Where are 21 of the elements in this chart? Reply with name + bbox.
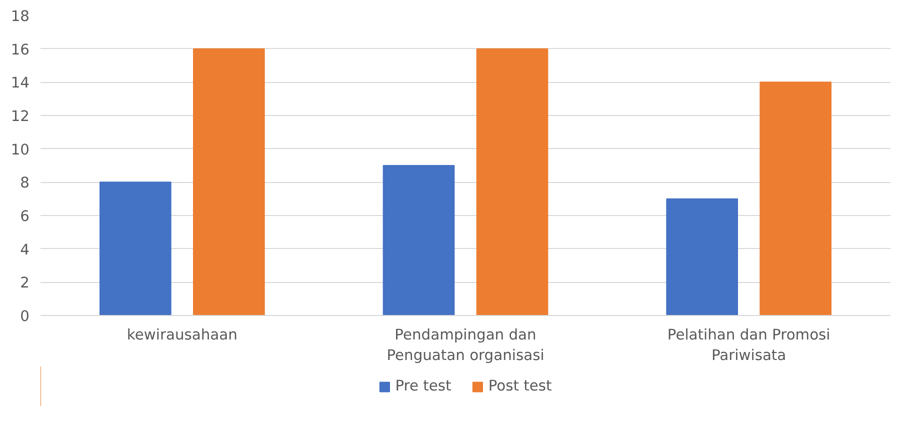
- y-tick-label: 12: [10, 108, 30, 125]
- bar: [193, 48, 265, 316]
- x-tick-label: Pendampingan dan Penguatan organisasi: [386, 326, 544, 364]
- y-tick-label: 10: [10, 141, 30, 158]
- bar: [100, 182, 172, 316]
- bar: [666, 198, 738, 316]
- x-tick-label: Pelatihan dan Promosi Pariwisata: [667, 326, 830, 364]
- bar: [476, 48, 548, 316]
- bar: [382, 165, 455, 316]
- y-tick-label: 14: [10, 74, 30, 92]
- legend-label: Pre test: [395, 378, 452, 394]
- x-tick-label: kewirausahaan: [126, 326, 238, 344]
- legend-label: Post test: [488, 378, 552, 394]
- y-tick-label: 2: [20, 274, 30, 292]
- y-tick-label: 4: [20, 241, 30, 258]
- y-tick-label: 8: [20, 174, 30, 192]
- y-tick-label: 0: [20, 308, 30, 325]
- y-tick-label: 16: [10, 41, 30, 58]
- bar: [760, 82, 832, 316]
- y-tick-label: 18: [10, 8, 30, 25]
- y-tick-label: 6: [20, 208, 30, 225]
